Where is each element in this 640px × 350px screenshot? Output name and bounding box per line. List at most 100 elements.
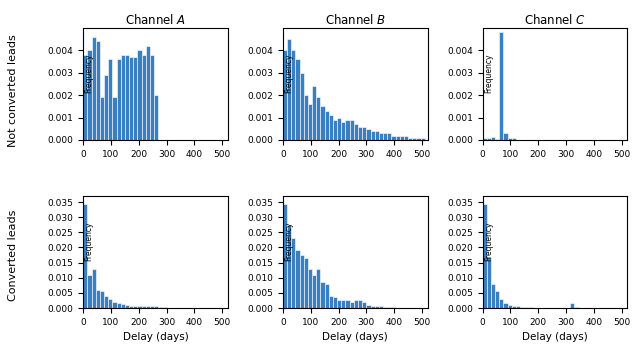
Bar — [287, 225, 291, 308]
Bar — [163, 307, 166, 308]
Bar — [404, 135, 408, 140]
Text: Not converted leads: Not converted leads — [8, 35, 18, 147]
Text: Frequency: Frequency — [84, 53, 93, 92]
Bar — [88, 275, 92, 308]
Bar — [329, 296, 333, 308]
Bar — [387, 307, 392, 308]
Bar — [512, 138, 516, 140]
Bar — [354, 300, 358, 308]
Text: Frequency: Frequency — [84, 221, 93, 260]
X-axis label: Delay (days): Delay (days) — [123, 332, 188, 342]
Bar — [291, 50, 296, 140]
Bar — [346, 120, 349, 140]
Bar — [92, 269, 96, 308]
Bar — [316, 97, 321, 140]
Bar — [291, 238, 296, 308]
Bar — [304, 258, 308, 308]
Bar — [316, 269, 321, 308]
Bar — [125, 55, 129, 140]
Bar — [96, 290, 100, 308]
Bar — [150, 55, 154, 140]
Bar — [116, 60, 121, 140]
Bar — [341, 122, 346, 140]
Bar — [324, 284, 329, 308]
Bar — [154, 306, 158, 308]
Bar — [133, 57, 138, 140]
Bar — [100, 97, 104, 140]
Bar — [371, 307, 374, 308]
Bar — [154, 95, 158, 140]
Bar — [321, 106, 324, 140]
Bar — [337, 118, 341, 140]
Bar — [499, 299, 504, 308]
Bar — [141, 55, 146, 140]
Bar — [104, 296, 108, 308]
Bar — [321, 282, 324, 308]
Bar — [312, 275, 316, 308]
Bar — [296, 60, 300, 140]
Bar — [337, 300, 341, 308]
X-axis label: Delay (days): Delay (days) — [522, 332, 588, 342]
Bar — [108, 299, 113, 308]
Bar — [516, 306, 520, 308]
Bar — [308, 269, 312, 308]
Bar — [524, 307, 529, 308]
Bar — [349, 120, 354, 140]
Bar — [138, 306, 141, 308]
Bar — [486, 257, 491, 308]
Bar — [358, 127, 362, 140]
Bar — [387, 133, 392, 140]
Title: Channel $A$: Channel $A$ — [125, 13, 186, 27]
Bar — [324, 111, 329, 140]
Bar — [392, 135, 396, 140]
Title: Channel $B$: Channel $B$ — [324, 13, 386, 27]
Bar — [108, 60, 113, 140]
Bar — [491, 136, 495, 140]
Bar — [383, 307, 387, 308]
Bar — [379, 307, 383, 308]
Bar — [371, 131, 374, 140]
Bar — [304, 95, 308, 140]
Text: Frequency: Frequency — [484, 53, 493, 92]
Bar — [146, 46, 150, 140]
Bar — [358, 300, 362, 308]
Bar — [486, 138, 491, 140]
Text: Converted leads: Converted leads — [8, 210, 18, 301]
Bar — [420, 138, 425, 140]
Bar — [495, 291, 499, 308]
Bar — [150, 306, 154, 308]
Bar — [83, 204, 88, 308]
Bar — [83, 55, 88, 140]
Bar — [366, 305, 371, 308]
Bar — [504, 133, 508, 140]
Bar — [412, 138, 417, 140]
Bar — [92, 37, 96, 140]
Bar — [104, 75, 108, 140]
Bar — [495, 139, 499, 140]
Bar — [362, 302, 366, 308]
Bar — [520, 307, 524, 308]
Bar — [329, 116, 333, 140]
Bar — [574, 307, 579, 308]
Bar — [283, 204, 287, 308]
Bar — [374, 131, 379, 140]
Bar — [379, 133, 383, 140]
Bar — [341, 300, 346, 308]
Text: Frequency: Frequency — [484, 221, 493, 260]
X-axis label: Delay (days): Delay (days) — [323, 332, 388, 342]
Bar — [300, 73, 304, 140]
Title: Channel $C$: Channel $C$ — [524, 13, 586, 27]
Bar — [366, 129, 371, 140]
Bar — [333, 120, 337, 140]
Bar — [333, 298, 337, 308]
Bar — [508, 138, 512, 140]
Bar — [129, 57, 133, 140]
Bar — [141, 306, 146, 308]
Bar — [396, 135, 400, 140]
Bar — [283, 50, 287, 140]
Bar — [508, 305, 512, 308]
Bar — [146, 306, 150, 308]
Bar — [100, 291, 104, 308]
Bar — [504, 303, 508, 308]
Bar — [512, 306, 516, 308]
